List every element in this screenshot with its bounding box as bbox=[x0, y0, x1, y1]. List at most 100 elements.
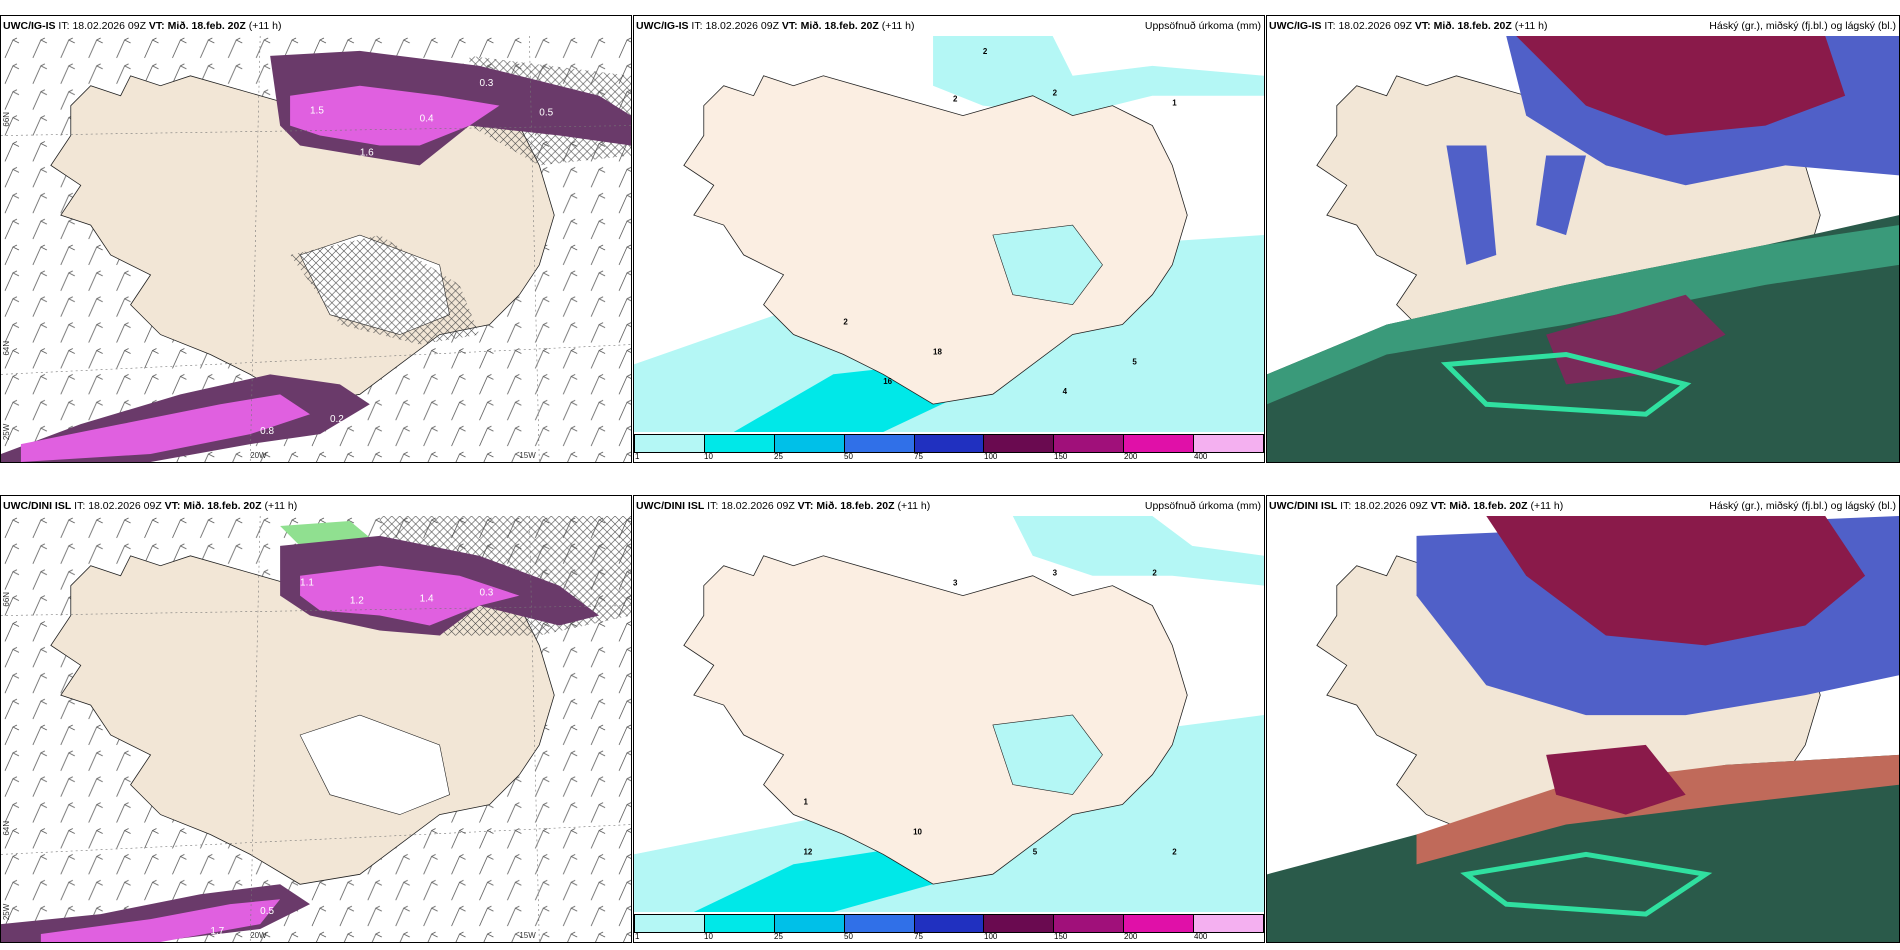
colorbar-swatch bbox=[1124, 435, 1195, 452]
precip-glacier bbox=[992, 224, 1103, 305]
field-name: Háský (gr.), miðský (fj.bl.) og lágský (… bbox=[1709, 20, 1896, 32]
vt-label: VT: bbox=[1430, 500, 1447, 512]
lead-time: (+11 h) bbox=[1514, 20, 1548, 32]
vt-label: VT: bbox=[1414, 20, 1431, 32]
low-cloud-south bbox=[1546, 744, 1686, 815]
iceland-land bbox=[683, 555, 1188, 885]
vt-label: VT: bbox=[164, 500, 181, 512]
precip-value: 1 bbox=[1172, 99, 1177, 108]
precip-value: 3 bbox=[1053, 569, 1058, 578]
colorbar-swatch bbox=[914, 915, 985, 932]
colorbar-label: 150 bbox=[1054, 932, 1068, 941]
colorbar-swatch bbox=[635, 435, 705, 452]
panel-header: UWC/DINI ISL IT: 18.02.2026 09Z VT: Mið.… bbox=[1, 496, 631, 516]
snow-area-north-inner bbox=[300, 565, 520, 626]
model-name: UWC/DINI ISL bbox=[3, 500, 72, 512]
colorbar-swatch bbox=[704, 915, 775, 932]
snow-value: 1.5 bbox=[310, 106, 324, 117]
vt-value: Mið. 18.feb. 20Z bbox=[183, 500, 262, 512]
colorbar-label: 25 bbox=[774, 932, 783, 941]
low-cloud-north bbox=[1486, 516, 1866, 646]
colorbar-label: 25 bbox=[774, 452, 783, 461]
model-name: UWC/IG-IS bbox=[1269, 20, 1322, 32]
colorbar-labels: 1 10 25 50 75 100 150 200 400 bbox=[634, 932, 1264, 942]
lead-time: (+11 h) bbox=[881, 20, 915, 32]
vt-value: Mið. 18.feb. 20Z bbox=[1449, 500, 1528, 512]
lat-label: 66N bbox=[2, 112, 11, 127]
snow-value: 0.2 bbox=[330, 414, 344, 425]
snow-value: 0.5 bbox=[539, 108, 553, 119]
model-name: UWC/DINI ISL bbox=[636, 500, 705, 512]
high-cloud-band bbox=[1267, 225, 1899, 405]
panel-wind-snow-bottom: UWC/DINI ISL IT: 18.02.2026 09Z VT: Mið.… bbox=[0, 495, 632, 943]
lead-time: (+11 h) bbox=[897, 500, 931, 512]
colorbar-swatch bbox=[1054, 915, 1125, 932]
panel-precip-top: UWC/IG-IS IT: 18.02.2026 09Z VT: Mið. 18… bbox=[633, 15, 1265, 463]
field-name: Uppsöfnuð úrkoma (mm) bbox=[1144, 500, 1261, 512]
panel-header: UWC/IG-IS IT: 18.02.2026 09Z VT: Mið. 18… bbox=[1267, 16, 1899, 36]
snow-value: 1.1 bbox=[300, 578, 314, 589]
lead-time: (+11 h) bbox=[1530, 500, 1564, 512]
model-name: UWC/IG-IS bbox=[3, 20, 56, 32]
cloud-contour bbox=[1440, 351, 1692, 417]
snow-area-north-inner bbox=[290, 85, 500, 146]
map-area: 2 2 2 1 2 18 16 4 5 bbox=[634, 36, 1264, 432]
lon-label: 25W bbox=[2, 903, 11, 920]
precip-value: 2 bbox=[1053, 89, 1058, 98]
lat-label: 66N bbox=[2, 592, 11, 607]
model-name: UWC/DINI ISL bbox=[1269, 500, 1338, 512]
precip-value: 10 bbox=[913, 827, 922, 836]
snow-value: 1.6 bbox=[360, 147, 374, 158]
it-value: 18.02.2026 09Z bbox=[72, 20, 146, 32]
low-cloud-band bbox=[1416, 754, 1899, 865]
it-label: IT: bbox=[691, 20, 703, 32]
panel-header: UWC/DINI ISL IT: 18.02.2026 09Z VT: Mið.… bbox=[1267, 496, 1899, 516]
colorbar-swatch bbox=[1054, 435, 1125, 452]
colorbar-swatches bbox=[634, 434, 1264, 453]
snow-value: 0.4 bbox=[420, 114, 434, 125]
precip-value: 2 bbox=[1172, 847, 1177, 856]
vt-label: VT: bbox=[148, 20, 165, 32]
colorbar-label: 1 bbox=[635, 932, 640, 941]
colorbar-label: 10 bbox=[704, 452, 713, 461]
it-value: 18.02.2026 09Z bbox=[705, 20, 779, 32]
colorbar-label: 400 bbox=[1194, 932, 1208, 941]
lead-time: (+11 h) bbox=[264, 500, 298, 512]
cloud-contour bbox=[1460, 851, 1713, 917]
vt-label: VT: bbox=[781, 20, 798, 32]
glacier bbox=[299, 714, 450, 815]
mid-cloud-streak bbox=[1536, 155, 1586, 236]
precip-value: 5 bbox=[1132, 357, 1137, 366]
vt-value: Mið. 18.feb. 20Z bbox=[816, 500, 895, 512]
colorbar-label: 400 bbox=[1194, 452, 1208, 461]
lon-label: 15W bbox=[519, 451, 536, 460]
lon-label: 20W bbox=[250, 931, 267, 940]
panel-header: UWC/DINI ISL IT: 18.02.2026 09Z VT: Mið.… bbox=[634, 496, 1264, 516]
it-value: 18.02.2026 09Z bbox=[721, 500, 795, 512]
it-label: IT: bbox=[1340, 500, 1352, 512]
precip-value: 5 bbox=[1033, 847, 1038, 856]
colorbar-swatch bbox=[914, 435, 985, 452]
precip-value: 2 bbox=[953, 95, 958, 104]
panel-header: UWC/IG-IS IT: 18.02.2026 09Z VT: Mið. 18… bbox=[634, 16, 1264, 36]
snow-value: 1.4 bbox=[420, 594, 434, 605]
lat-label: 64N bbox=[2, 821, 11, 836]
colorbar-swatch bbox=[1194, 915, 1264, 932]
vt-value: Mið. 18.feb. 20Z bbox=[800, 20, 879, 32]
wind-map: 1.5 1.6 0.4 0.3 0.5 0.8 0.2 66N 64N 25W … bbox=[1, 36, 631, 462]
field-name: Háský (gr.), miðský (fj.bl.) og lágský (… bbox=[1709, 500, 1896, 512]
colorbar-swatch bbox=[704, 435, 775, 452]
snow-value: 0.3 bbox=[479, 588, 493, 599]
it-value: 18.02.2026 09Z bbox=[1354, 500, 1428, 512]
colorbar-swatches bbox=[634, 914, 1264, 933]
colorbar-label: 50 bbox=[844, 452, 853, 461]
lon-label: 20W bbox=[250, 451, 267, 460]
snow-area-south-inner bbox=[40, 899, 281, 942]
colorbar: 1 10 25 50 75 100 150 200 400 bbox=[634, 912, 1264, 942]
precip-area-north bbox=[933, 36, 1264, 116]
low-cloud-north bbox=[1516, 36, 1846, 136]
lead-time: (+11 h) bbox=[248, 20, 282, 32]
map-area bbox=[1267, 36, 1899, 462]
precip-area-core bbox=[693, 844, 934, 912]
lon-label: 25W bbox=[2, 423, 11, 440]
